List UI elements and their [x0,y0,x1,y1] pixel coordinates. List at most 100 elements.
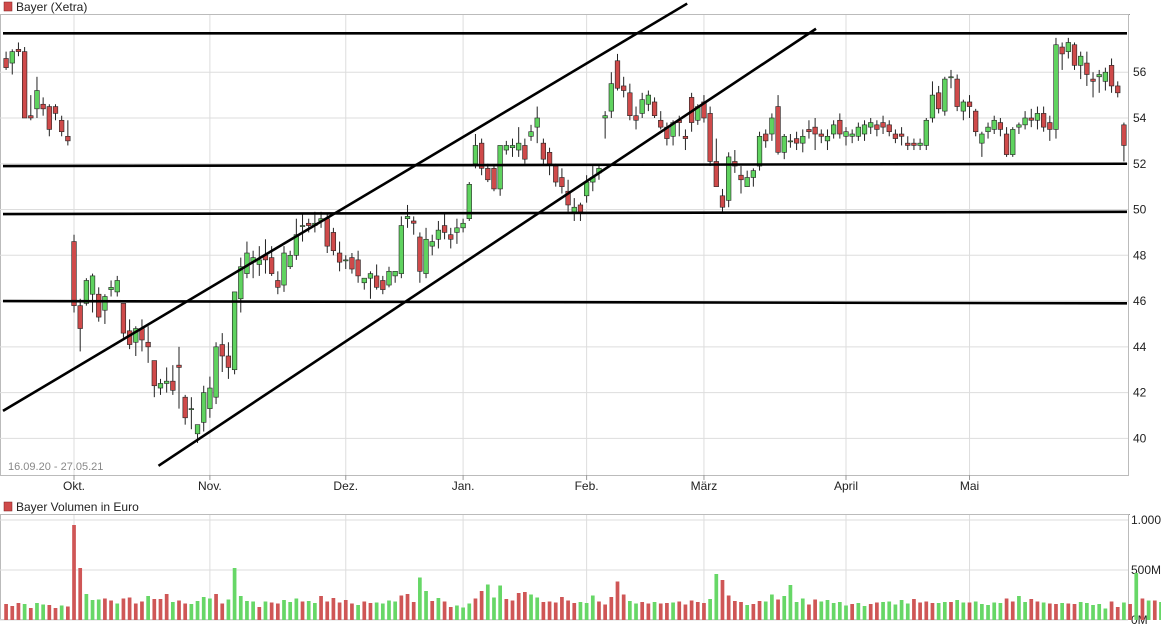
volume-bar [844,605,848,620]
volume-bar [1023,602,1027,620]
volume-bar [399,595,404,620]
volume-bar [881,602,885,620]
price-x-tick-label: April [834,479,858,493]
volume-bar [300,601,305,620]
candle-down [553,165,559,183]
volume-bar [306,601,311,620]
candle-down [59,119,65,133]
volume-bar [78,568,83,620]
volume-bar [380,603,385,620]
candle-up [960,101,966,112]
candle-up [460,222,466,229]
volume-bar [257,607,262,620]
volume-bar [1010,601,1015,620]
candle-down [145,341,151,348]
candle-up [571,206,577,213]
volume-bar [479,591,484,620]
volume-bar [831,603,836,620]
volume-bar [1159,602,1161,620]
candle-up [948,76,954,79]
volume-bar [152,599,157,620]
candle-up [1096,74,1102,78]
volume-bar [4,604,8,620]
volume-bar [189,604,194,620]
volume-bar [492,597,496,620]
volume-bar [819,601,824,620]
volume-bar [899,600,904,620]
candle-up [102,296,108,311]
candle-down [546,152,553,165]
volume-bar [455,605,459,620]
volume-bar [856,603,861,620]
volume-bar [875,602,879,620]
candle-down [1121,124,1127,146]
candle-down [411,220,417,224]
date-range-label: 16.09.20 - 27.05.21 [8,461,103,473]
volume-bar [751,604,756,620]
volume-bar [418,577,422,620]
candle-down [614,60,621,89]
volume-chart-title: Bayer Volumen in Euro [16,500,139,514]
candle-up [287,254,293,268]
volume-bar [201,597,206,620]
candle-down [806,129,812,133]
candle-up [1065,42,1071,52]
volume-bar [720,580,725,620]
candle-down [40,103,46,110]
volume-bar [510,600,515,620]
volume-bar [868,604,873,620]
volume-bar [214,594,218,620]
volume-bar [1066,603,1071,620]
candle-up [639,99,645,114]
volume-bar [47,605,52,620]
candle-up [435,229,442,240]
candle-up [386,271,392,286]
candle-up [392,271,398,277]
candle-down [77,305,83,329]
volume-bar [164,594,169,620]
volume-bar [362,601,367,620]
volume-bar [516,593,521,620]
volume-bar [313,603,317,620]
volume-bar [115,603,120,620]
price-legend-swatch [3,1,13,12]
volume-bar [1134,573,1139,620]
volume-bar [109,600,113,620]
volume-bar [850,604,855,620]
candle-up [608,83,614,112]
candle-up [1022,117,1028,126]
candle-down [21,51,28,119]
candle-up [201,392,207,423]
trendline [2,162,1128,168]
candle-down [96,293,102,318]
candle-down [355,259,361,277]
candle-up [343,259,349,262]
volume-bar [689,600,694,620]
volume-bar [220,603,225,620]
volume-bar [84,594,89,620]
candle-down [886,124,892,133]
volume-bar [566,600,570,620]
volume-bar [251,601,255,620]
candle-down [269,257,275,274]
candle-up [985,126,991,133]
candle-up [89,275,96,295]
volume-bar [1091,605,1095,620]
price-y-tick-label: 46 [1133,294,1147,308]
candle-up [861,124,868,135]
candle-up [744,177,750,187]
volume-bar [28,608,33,620]
candle-up [83,280,89,304]
candle-up [929,94,936,119]
volume-bar [59,605,64,620]
price-y-axis: 40 42 44 46 48 50 52 54 56 [1133,65,1147,445]
volume-bar [485,584,490,620]
candle-up [726,156,732,201]
candle-down [1028,117,1034,121]
volume-bar [553,602,558,620]
candle-up [824,135,831,142]
candle-down [936,92,942,110]
volume-bar [893,604,898,620]
volume-bar [374,602,379,620]
candle-down [559,177,565,187]
